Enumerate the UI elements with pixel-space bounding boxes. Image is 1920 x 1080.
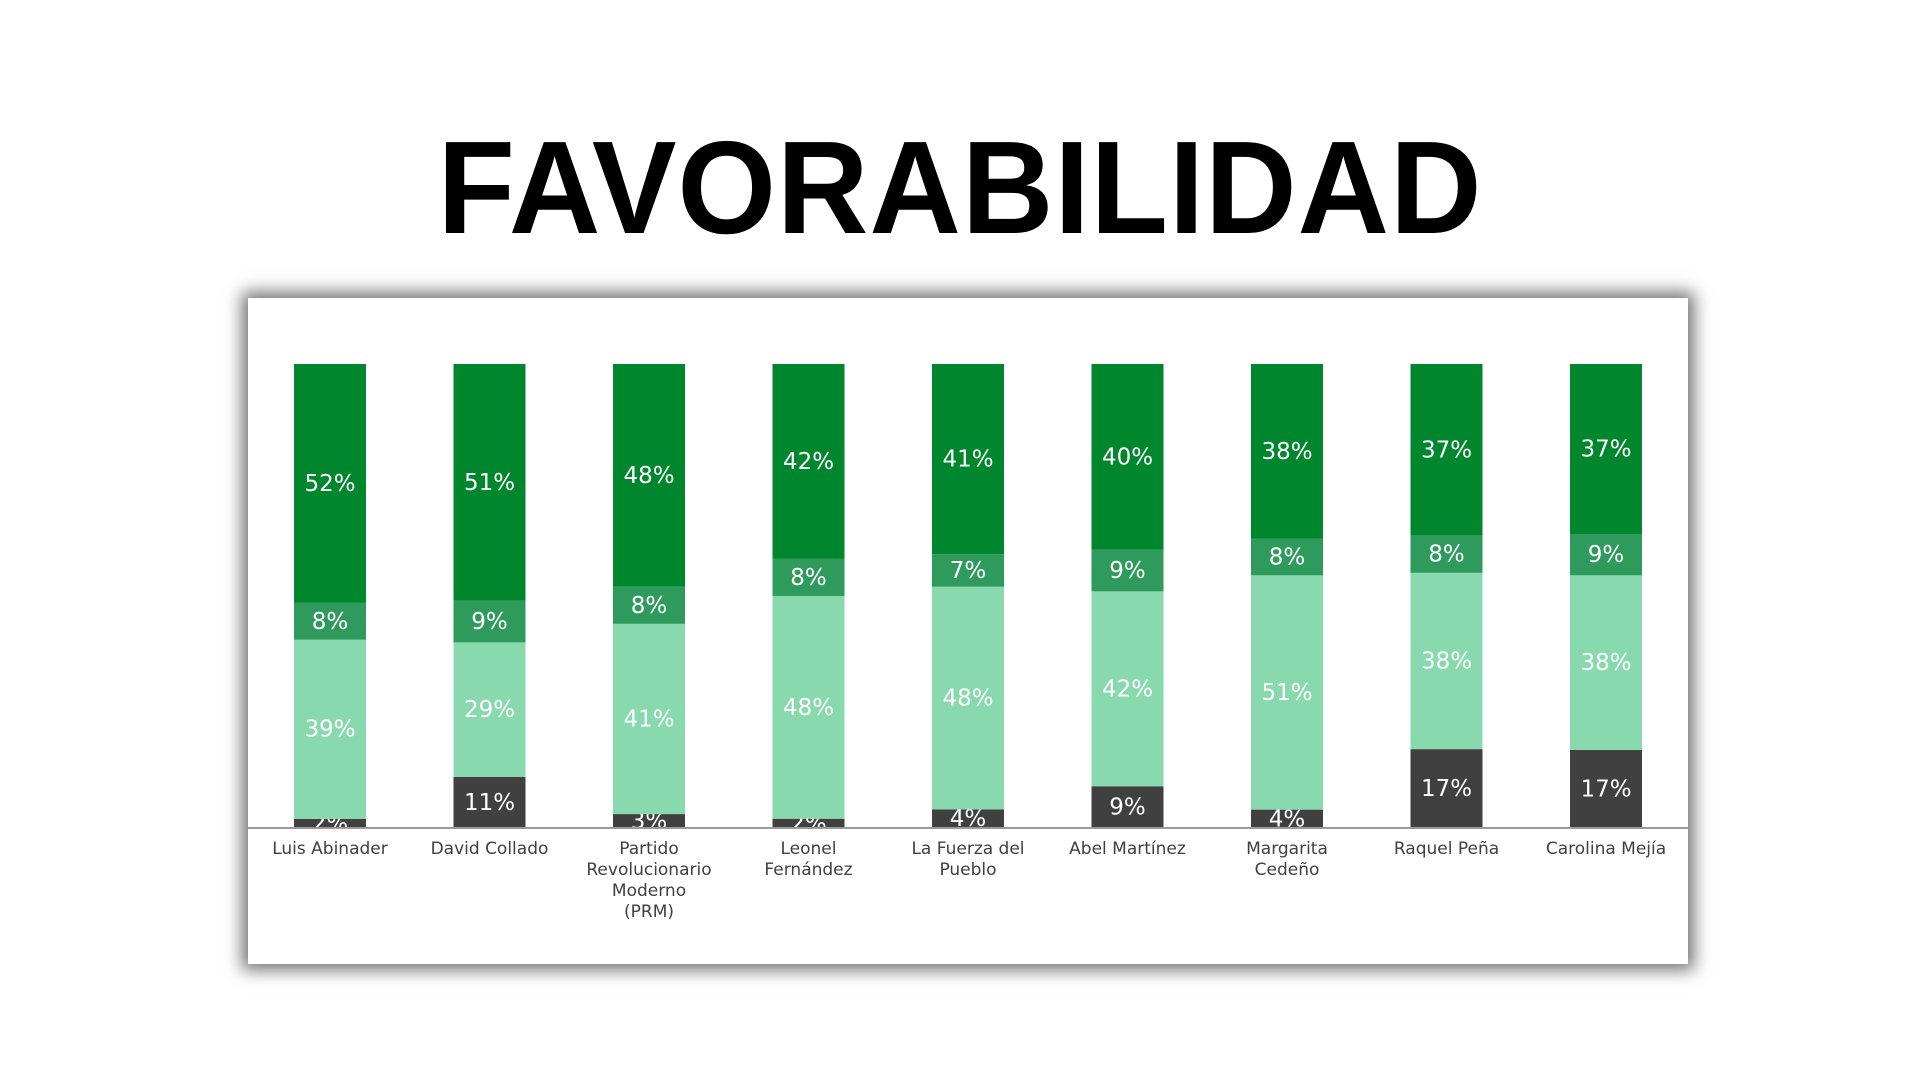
data-label: 41% — [623, 706, 674, 732]
bar-segment — [613, 586, 685, 624]
bar-segment — [1091, 591, 1164, 787]
bar-segment — [772, 364, 845, 559]
bar-segment — [613, 623, 685, 815]
bar-segment — [932, 809, 1004, 828]
bar-segment — [932, 554, 1004, 587]
bar-segment — [294, 639, 366, 819]
bar-segment — [1570, 364, 1642, 534]
bar-segment — [932, 364, 1004, 555]
bar-segment — [1251, 538, 1323, 576]
data-label: 8% — [1269, 544, 1306, 570]
bar-segment — [772, 818, 845, 828]
data-label: 48% — [942, 686, 993, 712]
data-label: 37% — [1421, 437, 1472, 463]
bar-segment — [1410, 535, 1483, 573]
category-label: Luis Abinader — [272, 839, 388, 859]
bar-segment — [1570, 749, 1642, 828]
data-label: 38% — [1261, 439, 1312, 465]
data-label: 11% — [464, 790, 515, 816]
page-title: FAVORABILIDAD — [437, 114, 1483, 261]
bar-segment — [1570, 575, 1642, 750]
data-label: 39% — [304, 717, 355, 743]
data-label: 17% — [1421, 776, 1472, 802]
bar-segment — [1251, 575, 1323, 810]
data-label: 40% — [1102, 444, 1153, 470]
data-label: 7% — [950, 558, 987, 584]
bar-segment — [1410, 749, 1483, 828]
data-label: 8% — [1428, 542, 1465, 568]
category-label: Carolina Mejía — [1546, 839, 1666, 859]
category-label: Raquel Peña — [1394, 839, 1499, 859]
bar-segment — [1251, 809, 1323, 828]
data-label: 48% — [623, 463, 674, 489]
data-label: 51% — [1261, 680, 1312, 706]
category-label: Margarita Cedeño — [1246, 839, 1328, 880]
bar-segment — [1410, 572, 1483, 750]
data-label: 42% — [1102, 676, 1153, 702]
bar-segment — [453, 600, 526, 643]
data-label: 38% — [1421, 648, 1472, 674]
data-label: 42% — [783, 449, 834, 475]
bar-segment — [613, 814, 685, 828]
bar-segment — [294, 818, 366, 828]
bar-segment — [1251, 364, 1323, 539]
data-label: 48% — [783, 695, 834, 721]
category-label: Abel Martínez — [1069, 839, 1186, 859]
data-label: 8% — [312, 609, 349, 635]
bar-segment — [1410, 364, 1483, 536]
bar-segment — [932, 586, 1004, 810]
bar-segment — [1091, 364, 1164, 550]
category-label: Partido Revolucionario Moderno (PRM) — [586, 839, 711, 922]
data-label: 41% — [942, 447, 993, 473]
bar-segment — [772, 558, 845, 596]
data-label: 17% — [1580, 776, 1631, 802]
bar-segment — [453, 364, 526, 601]
data-label: 52% — [304, 471, 355, 497]
bar-segment — [1091, 786, 1164, 828]
data-label: 51% — [464, 470, 515, 496]
data-label: 9% — [471, 609, 508, 635]
bar-segment — [772, 596, 845, 819]
category-label: La Fuerza del Pueblo — [911, 839, 1024, 880]
data-label: 9% — [1109, 558, 1146, 584]
chart-panel: 2% 39% 8% 52% 11% 29% 9% 51% 3% 41% 8% 48% 2% 48% 8% 42… — [248, 298, 1688, 964]
bar-segment — [453, 776, 526, 828]
bar-segment — [613, 364, 685, 587]
category-label: Leonel Fernández — [764, 839, 852, 880]
bar-segment — [294, 602, 366, 640]
bar-segment — [1091, 549, 1164, 592]
bar-segment — [1570, 533, 1642, 576]
data-label: 9% — [1588, 542, 1625, 568]
stacked-bar-chart: 2%39%8%52%11%29%9%51%3%41%8%48%2%48%8%42… — [248, 364, 1688, 922]
data-label: 29% — [464, 697, 515, 723]
data-label: 9% — [1109, 795, 1146, 821]
data-label: 8% — [631, 593, 668, 619]
data-label: 8% — [790, 565, 827, 591]
category-label: David Collado — [431, 839, 549, 859]
data-label: 37% — [1580, 436, 1631, 462]
data-label: 38% — [1580, 650, 1631, 676]
bar-segment — [294, 364, 366, 603]
bar-segment — [453, 642, 526, 777]
